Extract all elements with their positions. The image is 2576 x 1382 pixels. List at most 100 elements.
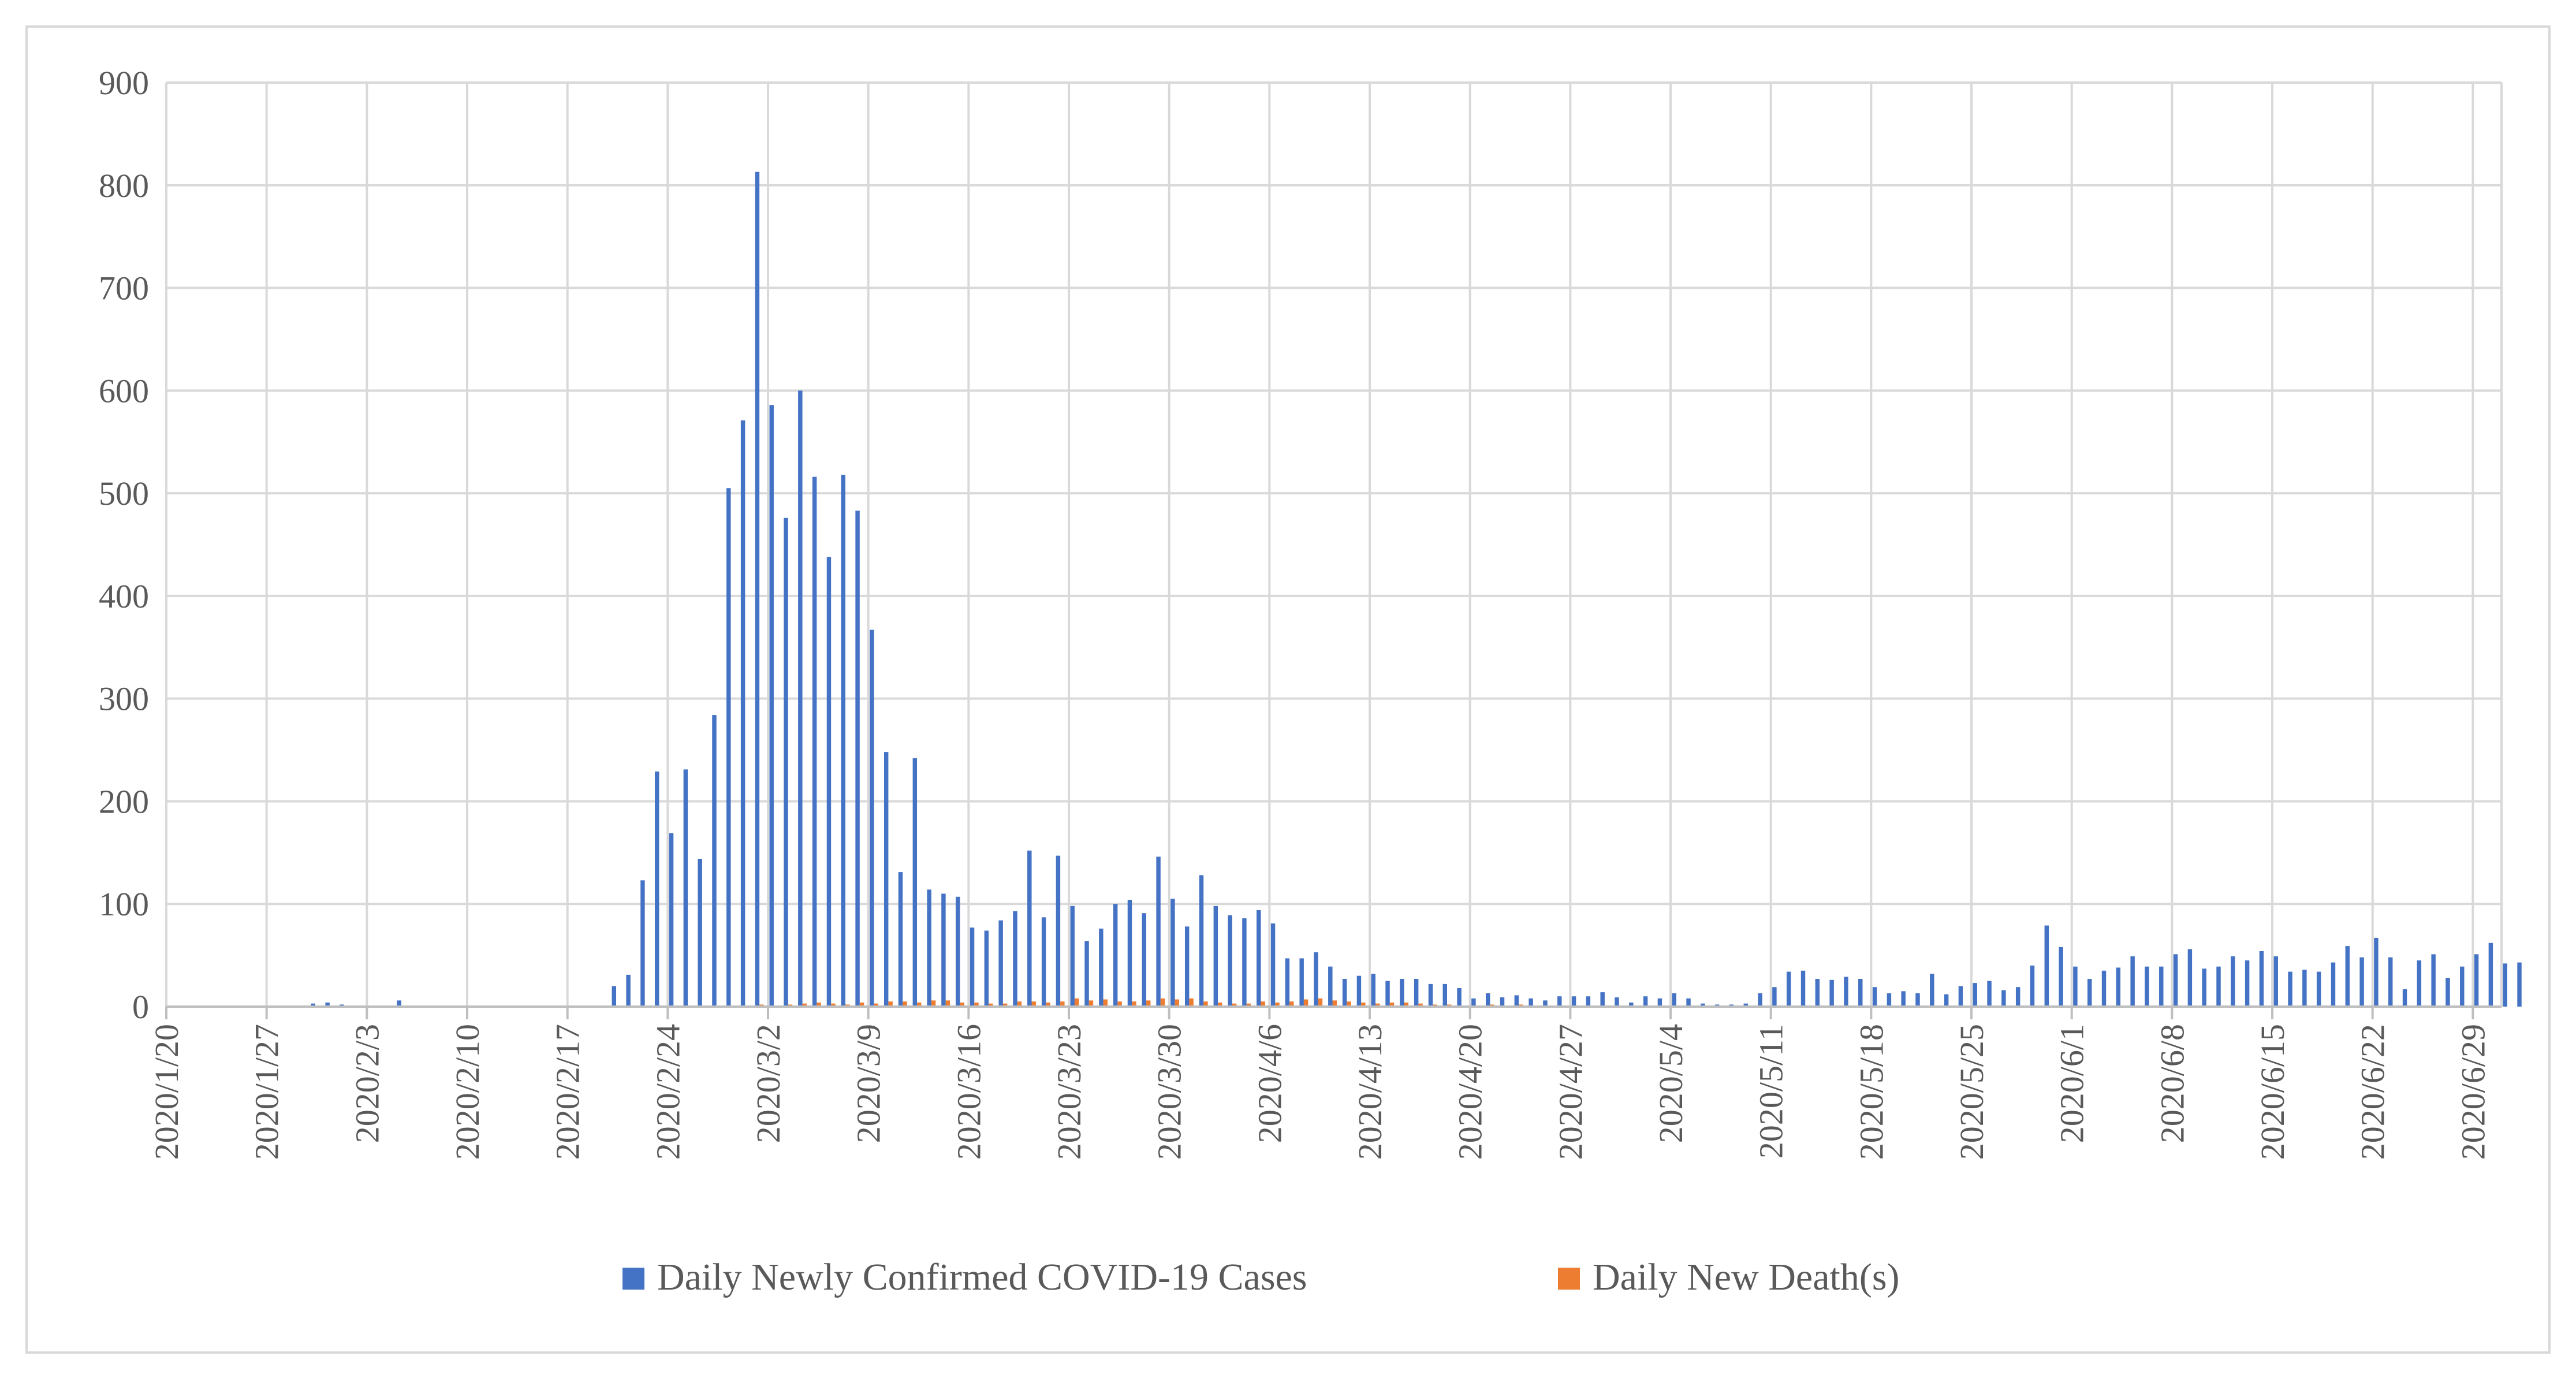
legend: Daily Newly Confirmed COVID-19 Cases Dai… xyxy=(622,1256,1899,1298)
bar-confirmed-cases xyxy=(2374,937,2379,1007)
bar-new-deaths xyxy=(1031,1001,1036,1007)
bar-confirmed-cases xyxy=(1930,974,1934,1007)
bar-new-deaths xyxy=(1389,1002,1395,1007)
bar-confirmed-cases xyxy=(655,771,659,1007)
bar-confirmed-cases xyxy=(1701,1003,1705,1007)
bar-confirmed-cases xyxy=(1958,986,1963,1007)
bar-new-deaths xyxy=(945,1000,950,1007)
bar-confirmed-cases xyxy=(898,872,903,1007)
bar-new-deaths xyxy=(1418,1003,1423,1007)
bar-confirmed-cases xyxy=(1113,904,1118,1007)
x-tick-label: 2020/6/1 xyxy=(2053,1024,2091,1143)
bar-confirmed-cases xyxy=(1944,994,1949,1007)
bar-confirmed-cases xyxy=(1428,984,1433,1007)
bar-confirmed-cases xyxy=(1485,993,1490,1007)
bar-new-deaths xyxy=(859,1002,864,1007)
bar-new-deaths xyxy=(1088,1000,1094,1007)
bar-confirmed-cases xyxy=(2015,987,2020,1007)
bar-new-deaths xyxy=(1175,999,1180,1007)
bar-confirmed-cases xyxy=(2273,956,2278,1007)
bar-new-deaths xyxy=(1189,998,1194,1007)
gridlines xyxy=(165,81,2503,1007)
bar-new-deaths xyxy=(831,1003,836,1007)
y-tick-label: 700 xyxy=(99,270,149,307)
x-tick-label: 2020/3/2 xyxy=(750,1024,787,1143)
bar-new-deaths xyxy=(931,1000,936,1007)
bar-new-deaths xyxy=(817,1002,821,1007)
bar-confirmed-cases xyxy=(1199,875,1204,1007)
y-tick-label: 400 xyxy=(99,578,149,615)
x-tick-label: 2020/6/15 xyxy=(2254,1024,2291,1160)
bar-confirmed-cases xyxy=(1772,987,1777,1007)
x-tick-label: 2020/2/10 xyxy=(449,1024,486,1160)
bar-confirmed-cases xyxy=(2059,947,2063,1007)
bar-confirmed-cases xyxy=(1672,993,1676,1007)
x-tick-label: 2020/5/18 xyxy=(1852,1024,1890,1160)
bar-confirmed-cases xyxy=(1543,1000,1548,1007)
bar-confirmed-cases xyxy=(2445,978,2450,1007)
y-tick-label: 800 xyxy=(99,167,149,204)
bar-confirmed-cases xyxy=(1099,928,1104,1007)
x-tick-label: 2020/3/30 xyxy=(1151,1024,1188,1160)
bar-confirmed-cases xyxy=(2259,951,2264,1007)
bar-confirmed-cases xyxy=(2288,971,2292,1007)
x-tick-label: 2020/4/6 xyxy=(1251,1024,1288,1143)
bar-new-deaths xyxy=(1046,1002,1050,1007)
y-axis-ticks: 0 100 200 300 400 500 600 700 800 900 xyxy=(99,64,149,1026)
x-tick-label: 2020/6/22 xyxy=(2354,1024,2392,1160)
bar-confirmed-cases xyxy=(1414,979,1419,1007)
bar-confirmed-cases xyxy=(956,896,960,1007)
bar-confirmed-cases xyxy=(1170,899,1175,1007)
bar-new-deaths xyxy=(1218,1002,1222,1007)
bar-confirmed-cases xyxy=(1385,981,1390,1007)
bar-new-deaths xyxy=(974,1002,979,1007)
bar-confirmed-cases xyxy=(1471,998,1476,1007)
bar-confirmed-cases xyxy=(1615,997,1619,1007)
x-tick-label: 2020/6/29 xyxy=(2454,1024,2492,1160)
legend-swatch-new-deaths xyxy=(1558,1268,1580,1290)
bar-confirmed-cases xyxy=(1442,984,1447,1007)
bar-confirmed-cases xyxy=(2345,946,2350,1007)
bar-new-deaths xyxy=(989,1003,993,1007)
bar-confirmed-cases xyxy=(1629,1002,1634,1007)
bar-confirmed-cases xyxy=(1070,906,1075,1007)
bar-confirmed-cases xyxy=(1743,1003,1749,1007)
x-tick-label: 2020/4/13 xyxy=(1351,1024,1389,1160)
bar-new-deaths xyxy=(874,1003,879,1007)
bar-confirmed-cases xyxy=(755,172,760,1007)
bar-confirmed-cases xyxy=(1643,996,1648,1007)
bar-confirmed-cases xyxy=(1686,998,1691,1007)
bar-confirmed-cases xyxy=(1901,991,1906,1007)
bar-confirmed-cases xyxy=(325,1002,330,1007)
x-tick-label: 2020/1/20 xyxy=(148,1024,185,1160)
bar-new-deaths xyxy=(1332,1000,1337,1007)
x-axis-ticks: 2020/1/20 2020/1/27 2020/2/3 2020/2/10 2020/… xyxy=(148,1007,2492,1160)
bar-new-deaths xyxy=(1347,1001,1351,1007)
bar-new-deaths xyxy=(1261,1001,1265,1007)
bar-new-deaths xyxy=(1060,1001,1065,1007)
bar-confirmed-cases xyxy=(2517,962,2522,1007)
bar-new-deaths xyxy=(802,1003,807,1007)
bar-confirmed-cases xyxy=(2331,962,2336,1007)
bar-confirmed-cases xyxy=(2116,967,2121,1007)
bar-confirmed-cases xyxy=(1242,918,1247,1007)
y-tick-label: 600 xyxy=(99,372,149,409)
bar-confirmed-cases xyxy=(2030,965,2035,1007)
bar-confirmed-cases xyxy=(1815,979,1820,1007)
bar-confirmed-cases xyxy=(1500,997,1505,1007)
bar-confirmed-cases xyxy=(1872,987,1877,1007)
bar-confirmed-cases xyxy=(1356,975,1362,1007)
bar-confirmed-cases xyxy=(998,920,1003,1007)
bar-confirmed-cases xyxy=(612,986,617,1007)
y-tick-label: 100 xyxy=(99,885,149,923)
bar-confirmed-cases xyxy=(2488,943,2493,1007)
bar-new-deaths xyxy=(960,1002,964,1007)
bar-confirmed-cases xyxy=(2388,957,2393,1007)
bar-confirmed-cases xyxy=(2187,949,2193,1007)
bar-confirmed-cases xyxy=(2417,960,2422,1007)
bar-new-deaths xyxy=(1203,1001,1208,1007)
y-tick-label: 0 xyxy=(132,988,149,1026)
bar-confirmed-cases xyxy=(1600,992,1605,1007)
bar-new-deaths xyxy=(1303,999,1308,1007)
